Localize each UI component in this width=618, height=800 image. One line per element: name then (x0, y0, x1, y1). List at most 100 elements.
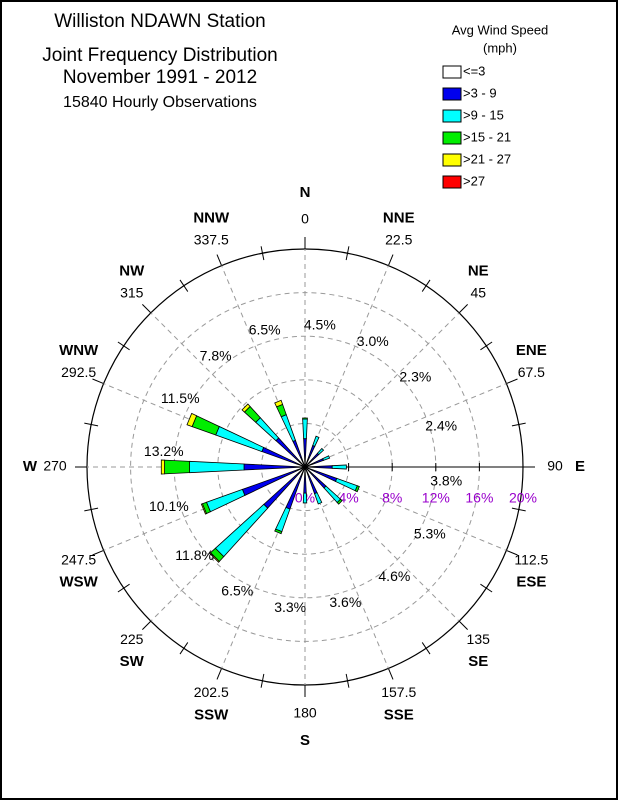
direction-tick (92, 549, 104, 556)
bar-segment (186, 412, 198, 428)
total-label: 3.3% (274, 599, 306, 615)
total-label: 7.8% (200, 347, 232, 363)
angle-label: 180 (293, 705, 317, 721)
direction-tick (142, 620, 152, 630)
direction-tick (142, 304, 152, 314)
direction-tick (458, 304, 468, 314)
subtitle: 15840 Hourly Observations (63, 94, 257, 111)
title-line: Williston NDAWN Station (54, 11, 266, 32)
angle-label: 225 (120, 631, 144, 647)
bar-segment (274, 399, 284, 408)
direction-label: NW (119, 263, 145, 280)
minor-tick (260, 246, 265, 261)
total-label: 10.1% (149, 498, 189, 514)
direction-tick (387, 668, 394, 680)
angle-label: 22.5 (385, 231, 412, 247)
bar-segment (274, 528, 283, 535)
angle-label: 45 (470, 284, 486, 300)
direction-tick (458, 620, 468, 630)
direction-label: SE (468, 653, 488, 670)
title-line: Joint Frequency Distribution (42, 45, 278, 66)
legend-title: (mph) (483, 40, 517, 55)
minor-tick (179, 642, 189, 655)
bar-segment (302, 417, 308, 420)
direction-label: S (300, 732, 310, 749)
bar-segment (160, 459, 165, 475)
direction-tick (506, 549, 518, 556)
direction-label: SW (120, 653, 145, 670)
bar-segment (314, 492, 323, 505)
total-label: 6.5% (249, 322, 281, 338)
direction-tick (92, 378, 104, 385)
legend-label: >9 - 15 (463, 107, 504, 122)
total-label: 13.2% (144, 443, 184, 459)
total-label: 4.5% (304, 316, 336, 332)
angle-label: 247.5 (61, 551, 96, 567)
angle-label: 292.5 (61, 364, 96, 380)
minor-tick (421, 642, 431, 655)
minor-tick (480, 583, 493, 593)
direction-line (304, 265, 389, 468)
angle-label: 315 (120, 284, 144, 300)
direction-label: SSE (384, 706, 414, 723)
bar-segment (241, 403, 251, 413)
bar-segment (302, 492, 308, 504)
legend-label: >21 - 27 (463, 151, 511, 166)
bar-segment (312, 435, 320, 447)
minor-tick (480, 341, 493, 351)
direction-tick (216, 254, 223, 266)
minor-tick (345, 673, 350, 688)
direction-line (304, 312, 460, 468)
angle-label: 112.5 (514, 551, 548, 567)
angle-label: 202.5 (194, 684, 229, 700)
total-label: 5.3% (414, 525, 446, 541)
direction-label: W (23, 458, 38, 475)
direction-tick (216, 668, 223, 680)
bar-segment (302, 418, 308, 440)
bar-segment (209, 552, 220, 563)
bar-segment (164, 459, 190, 475)
legend-label: <=3 (463, 63, 485, 78)
direction-line (304, 383, 507, 468)
direction-label: SSW (194, 706, 229, 723)
angle-label: 90 (547, 458, 563, 474)
angle-label: 0 (301, 211, 309, 227)
bar-segment (200, 503, 207, 515)
radial-tick-label: 16% (465, 490, 493, 506)
minor-tick (117, 583, 130, 593)
total-label: 3.8% (430, 473, 462, 489)
radial-tick-label: 4% (338, 490, 358, 506)
angle-label: 337.5 (194, 231, 229, 247)
title-line: November 1991 - 2012 (63, 67, 257, 88)
minor-tick (179, 279, 189, 292)
angle-label: 67.5 (518, 364, 545, 380)
minor-tick (84, 422, 99, 427)
direction-label: E (575, 458, 585, 475)
total-label: 11.5% (161, 390, 200, 406)
legend-title: Avg Wind Speed (452, 22, 549, 37)
minor-tick (345, 246, 350, 261)
direction-tick (387, 254, 394, 266)
total-label: 3.0% (357, 333, 389, 349)
bar-segment (336, 498, 343, 505)
direction-label: ENE (516, 342, 547, 359)
direction-label: ESE (516, 574, 546, 591)
direction-label: N (300, 184, 311, 201)
radial-tick-label: 12% (422, 490, 450, 506)
total-label: 3.6% (329, 594, 361, 610)
legend-label: >3 - 9 (463, 85, 497, 100)
legend-label: >27 (463, 173, 485, 188)
legend-swatch (442, 175, 462, 189)
radial-tick-label: 20% (509, 490, 537, 506)
minor-tick (421, 279, 431, 292)
total-label: 6.5% (221, 582, 253, 598)
angle-label: 135 (467, 631, 491, 647)
legend-swatch (442, 131, 462, 145)
direction-label: NNW (193, 210, 230, 227)
bar-segment (331, 464, 347, 470)
minor-tick (84, 507, 99, 512)
minor-tick (117, 341, 130, 351)
direction-label: WSW (59, 574, 98, 591)
